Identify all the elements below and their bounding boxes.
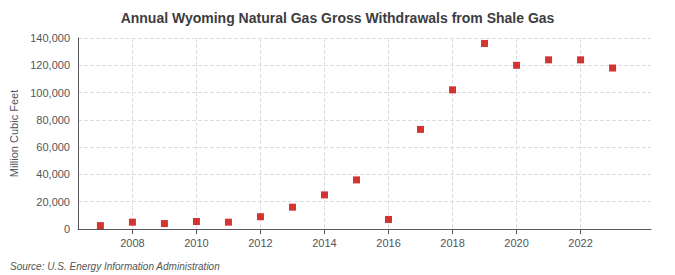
svg-text:0: 0 bbox=[64, 223, 70, 235]
svg-text:40,000: 40,000 bbox=[36, 168, 70, 180]
svg-text:Annual Wyoming Natural Gas Gro: Annual Wyoming Natural Gas Gross Withdra… bbox=[121, 10, 555, 26]
svg-text:2014: 2014 bbox=[312, 237, 336, 249]
svg-text:100,000: 100,000 bbox=[30, 87, 70, 99]
svg-text:2008: 2008 bbox=[120, 237, 144, 249]
svg-text:120,000: 120,000 bbox=[30, 59, 70, 71]
svg-text:60,000: 60,000 bbox=[36, 141, 70, 153]
svg-text:2018: 2018 bbox=[440, 237, 464, 249]
svg-text:20,000: 20,000 bbox=[36, 196, 70, 208]
svg-text:2016: 2016 bbox=[376, 237, 400, 249]
svg-text:2022: 2022 bbox=[568, 237, 592, 249]
svg-text:140,000: 140,000 bbox=[30, 32, 70, 44]
svg-text:2020: 2020 bbox=[504, 237, 528, 249]
svg-text:2012: 2012 bbox=[248, 237, 272, 249]
svg-text:80,000: 80,000 bbox=[36, 114, 70, 126]
svg-text:Source: U.S. Energy Informatio: Source: U.S. Energy Information Administ… bbox=[10, 261, 220, 272]
svg-text:2010: 2010 bbox=[184, 237, 208, 249]
svg-text:Million Cubic Feet: Million Cubic Feet bbox=[8, 90, 20, 177]
